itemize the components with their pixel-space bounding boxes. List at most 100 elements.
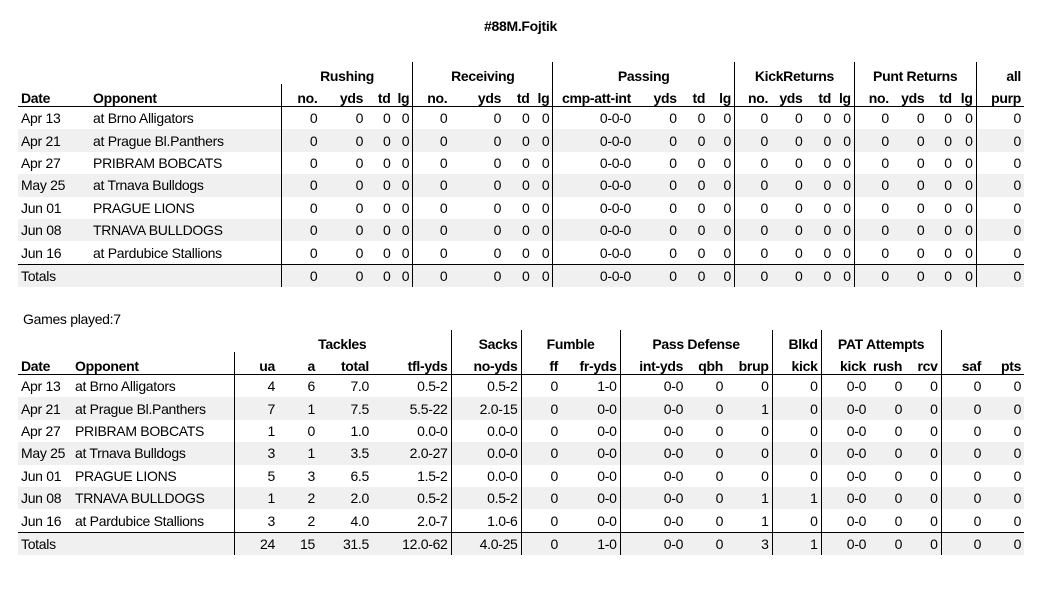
stat-cell: 2	[278, 486, 318, 510]
stat-cell: 0	[493, 244, 502, 261]
stat-cell: 0	[708, 174, 736, 197]
total-cell: 31.5	[318, 531, 372, 556]
stat-cell: 0	[708, 218, 736, 242]
totals-row: Totals 24 15 31.5 12.0-62 4.0-25 0 1-0 0-0 0 3 1 0-0…	[18, 531, 1025, 556]
stat-cell: 0	[679, 174, 709, 197]
opponent-cell: at Pardubice Stallions	[90, 241, 283, 265]
stat-cell: 3	[307, 467, 316, 484]
stat-cell: 0	[504, 129, 533, 152]
total-cell: 0	[320, 263, 367, 288]
stat-cell: 1	[278, 442, 318, 465]
total-cell: 0	[941, 531, 985, 556]
opponent-cell: PRAGUE LIONS	[90, 196, 283, 219]
stat-cell: 0	[894, 467, 903, 484]
stat-cell: 0	[823, 154, 831, 171]
totals-label: Totals	[18, 531, 72, 556]
stat-cell: 0	[393, 196, 414, 219]
table-row: Apr 21 at Prague Bl.Panthers 0 0 0 0 0 0 0 0 0-0-0…	[18, 129, 1024, 152]
stat-cell: 0-0	[620, 397, 687, 420]
total-cell: 24	[234, 531, 278, 556]
stat-cell: 0	[355, 199, 364, 216]
column-header: pts	[984, 352, 1025, 375]
column-header: yds	[450, 84, 505, 107]
stat-cell: 0	[522, 110, 530, 127]
stat-cell: 0	[869, 397, 906, 420]
stat-cell: 0	[823, 244, 831, 261]
stat-cell: 0	[309, 154, 318, 171]
stat-cell: 0	[634, 129, 680, 152]
stat-cell: 0	[532, 151, 554, 175]
stat-cell: 0.5-2	[372, 486, 452, 510]
stat-cell: 0	[669, 154, 677, 171]
stat-cell: 0	[715, 467, 724, 484]
stat-cell: 0	[772, 509, 822, 533]
table-row: Jun 08 TRNAVA BULLDOGS 1 2 2.0 0.5-2 0.5-2 0 0-0…	[18, 486, 1025, 510]
stat-cell: 0	[355, 154, 364, 171]
stat-cell: 0	[1013, 199, 1022, 216]
stat-cell: 0	[881, 154, 889, 171]
total-cell: 0	[734, 263, 772, 288]
stat-cell: 0	[954, 196, 977, 219]
stat-cell: 0	[760, 110, 769, 127]
stat-cell: 0	[504, 218, 533, 242]
stat-cell: 0	[679, 129, 709, 152]
column-header-row: Date Opponent ua a total tfl-yds no-yds ff fr-yd…	[18, 352, 1025, 375]
total-cell: 0	[854, 263, 892, 288]
column-header: Opponent	[90, 84, 283, 107]
stat-cell: 1.0	[350, 422, 369, 439]
column-header: fr-yds	[561, 352, 621, 375]
date-cell: Apr 21	[18, 129, 91, 152]
column-header: no.	[412, 84, 451, 107]
stat-cell: 0-0	[663, 378, 684, 395]
stat-cell: 0	[686, 486, 727, 510]
stat-cell: 0	[805, 129, 834, 152]
group-label: KickReturns	[734, 62, 855, 84]
date-cell: Apr 21	[18, 397, 72, 420]
stat-cell: 0-0	[846, 512, 867, 529]
stat-cell: 0-0	[663, 467, 684, 484]
table-row: Apr 13 at Brno Alligators 4 6 7.0 0.5-2 0.5-2 0…	[18, 374, 1024, 398]
stat-cell: 2.0	[318, 486, 372, 510]
stat-cell: 0	[393, 106, 414, 130]
table-row: Jun 01 PRAGUE LIONS 5 3 6.5 1.5-2 0.0-0 0 0-0 0-0…	[18, 464, 1024, 487]
total-cell: 0	[869, 531, 906, 556]
total-cell: 0	[927, 263, 955, 288]
opponent-cell: TRNAVA BULLDOGS	[90, 218, 283, 242]
total-cell	[90, 263, 283, 288]
stat-cell: 0	[734, 129, 772, 152]
stat-cell: 0.0-0	[451, 464, 522, 487]
stat-cell: 0	[708, 241, 736, 265]
stat-cell: 0	[823, 110, 831, 127]
total-cell: 0	[891, 263, 928, 288]
stat-cell: 0	[916, 154, 925, 171]
stat-cell: 0	[550, 378, 559, 395]
column-header: int-yds	[620, 352, 687, 375]
total-cell: 0	[833, 263, 855, 288]
column-header: rcv	[905, 352, 942, 375]
stat-cell: 0	[493, 154, 502, 171]
stat-cell: 0	[366, 218, 394, 242]
stat-cell: 0	[954, 106, 977, 130]
stat-cell: 0	[833, 241, 855, 265]
stat-cell: 0	[320, 129, 367, 152]
group-spacer	[18, 62, 282, 84]
stat-cell: 0	[869, 486, 906, 510]
stat-cell: 3	[234, 442, 278, 465]
date-cell: Jun 01	[21, 467, 62, 484]
stat-cell: 0	[532, 129, 554, 152]
total-cell: 0	[412, 263, 451, 288]
stat-cell: 0	[944, 154, 952, 171]
stat-cell: 0	[881, 110, 889, 127]
column-header: a	[278, 352, 318, 375]
stat-cell: 2.0-7	[372, 509, 452, 533]
stat-cell: 0	[772, 419, 822, 443]
date-cell: Jun 08	[18, 486, 72, 510]
stat-cell: 0	[521, 486, 562, 510]
opponent-cell: at Trnava Bulldogs	[90, 174, 283, 197]
stat-cell: 0	[393, 129, 414, 152]
stat-cell: 0	[976, 129, 1024, 152]
stat-cell: 0-0	[620, 442, 687, 465]
total-cell: 0	[708, 263, 736, 288]
stat-cell: 0	[833, 106, 855, 130]
total-cell: 3	[726, 531, 773, 556]
